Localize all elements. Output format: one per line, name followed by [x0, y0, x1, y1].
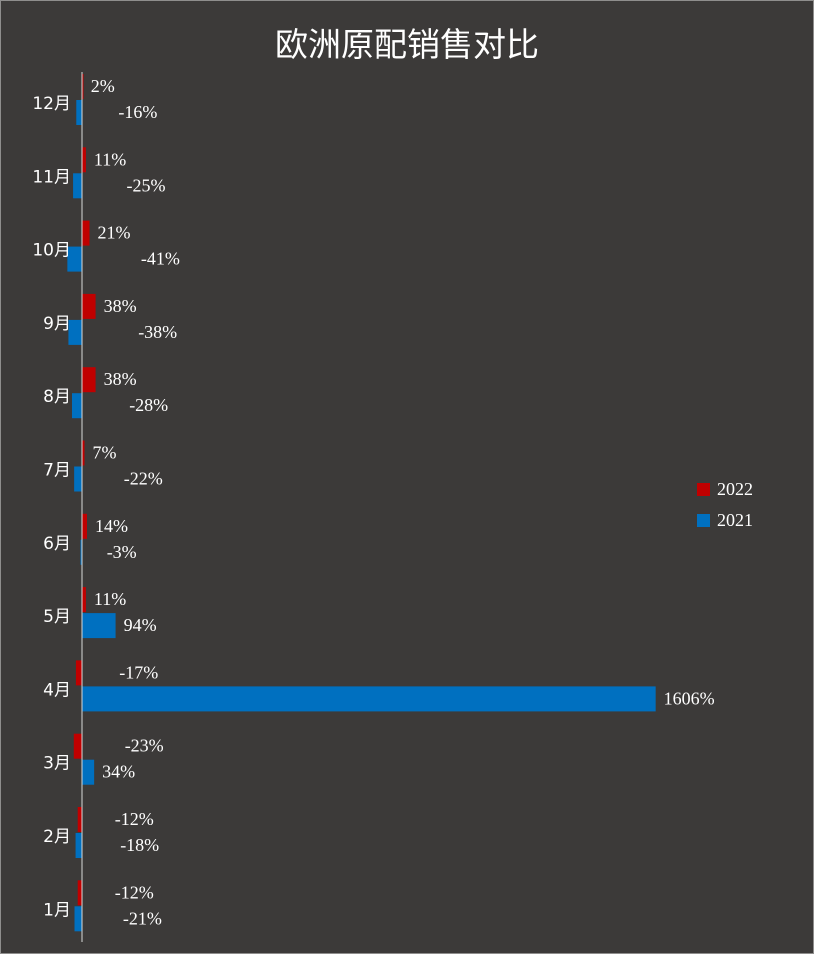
bar-2022-11月: [82, 147, 86, 173]
data-label-2021-8月: -28%: [129, 395, 168, 415]
data-label-2021-12月: -16%: [118, 102, 157, 122]
category-label-11月: 11月: [32, 167, 71, 187]
legend-swatch-2022: [697, 483, 710, 496]
bar-2022-10月: [82, 220, 90, 246]
data-label-2021-7月: -22%: [124, 469, 163, 489]
category-label-12月: 12月: [32, 94, 71, 114]
bar-2021-4月: [82, 686, 656, 712]
bar-2022-5月: [82, 587, 86, 613]
category-label-5月: 5月: [43, 607, 71, 627]
bar-2022-3月: [73, 733, 82, 759]
bar-2021-10月: [67, 246, 82, 272]
bar-2021-5月: [82, 613, 116, 639]
bar-2022-1月: [77, 880, 82, 906]
bar-2022-2月: [77, 807, 82, 832]
data-label-2022-3月: -23%: [125, 736, 164, 756]
bar-2021-6月: [80, 539, 82, 565]
bar-2022-9月: [82, 293, 96, 319]
legend: 2022 2021: [697, 474, 753, 536]
data-label-2021-11月: -25%: [127, 175, 166, 195]
legend-item-2022: 2022: [697, 474, 753, 505]
bar-2022-7月: [82, 440, 85, 466]
category-label-1月: 1月: [43, 900, 71, 920]
data-label-2021-2月: -18%: [120, 835, 159, 855]
data-label-2022-4月: -17%: [119, 662, 158, 682]
chart-title: 欧洲原配销售对比: [275, 25, 539, 64]
data-label-2021-3月: 34%: [102, 762, 135, 782]
legend-label-2022: 2022: [717, 479, 753, 499]
bar-2021-3月: [82, 759, 95, 785]
legend-label-2021: 2021: [717, 510, 753, 530]
data-label-2021-6月: -3%: [107, 542, 137, 562]
data-label-2022-12月: 2%: [91, 76, 115, 96]
bar-2021-8月: [71, 393, 82, 419]
bar-2021-11月: [73, 173, 82, 199]
data-label-2022-7月: 7%: [93, 443, 117, 463]
data-label-2021-5月: 94%: [124, 615, 157, 635]
data-label-2022-1月: -12%: [115, 882, 154, 902]
category-label-9月: 9月: [43, 314, 71, 334]
category-label-6月: 6月: [43, 534, 71, 554]
data-label-2022-8月: 38%: [104, 369, 137, 389]
data-label-2021-1月: -21%: [123, 908, 162, 928]
category-label-10月: 10月: [32, 241, 71, 261]
bar-2021-7月: [74, 466, 82, 492]
bar-2022-8月: [82, 367, 96, 393]
data-label-2022-2月: -12%: [115, 809, 154, 829]
legend-item-2021: 2021: [697, 505, 753, 536]
data-label-2022-10月: 21%: [98, 223, 131, 243]
category-label-4月: 4月: [43, 680, 71, 700]
category-label-7月: 7月: [43, 461, 71, 481]
data-label-2022-5月: 11%: [94, 589, 126, 609]
data-label-2021-4月: 1606%: [664, 688, 715, 708]
bar-2021-1月: [74, 906, 82, 932]
data-label-2022-9月: 38%: [104, 296, 137, 316]
data-label-2022-11月: 11%: [94, 149, 126, 169]
data-label-2021-9月: -38%: [138, 322, 177, 342]
legend-swatch-2021: [697, 514, 710, 527]
bar-2021-9月: [68, 319, 82, 345]
bar-2022-4月: [75, 660, 82, 686]
bar-2022-6月: [82, 513, 88, 539]
category-label-2月: 2月: [43, 827, 71, 847]
bar-2021-12月: [76, 100, 82, 125]
bar-2022-12月: [82, 74, 84, 99]
bar-2021-2月: [75, 833, 82, 858]
data-label-2021-10月: -41%: [141, 249, 180, 269]
data-label-2022-6月: 14%: [95, 516, 128, 536]
category-label-3月: 3月: [43, 754, 71, 774]
category-label-8月: 8月: [43, 387, 71, 407]
